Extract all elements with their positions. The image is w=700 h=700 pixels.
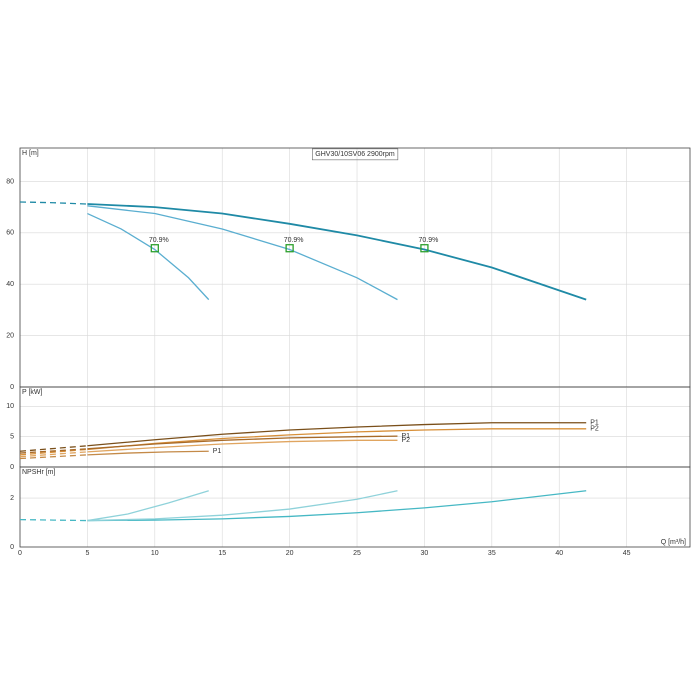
curve	[19, 448, 88, 454]
curve	[87, 450, 209, 456]
duty-point	[150, 244, 159, 253]
title-box	[312, 148, 399, 161]
x-tick-label: 10	[151, 550, 159, 557]
x-tick-label: 20	[286, 550, 294, 557]
curve	[87, 428, 587, 451]
y-tick-label: 80	[6, 178, 14, 185]
x-tick-label: 45	[623, 550, 631, 557]
x-tick-label: 40	[555, 550, 563, 557]
curve	[87, 422, 587, 447]
efficiency-label: 70.9%	[149, 237, 169, 244]
x-axis-label: Q [m³/h]	[661, 539, 686, 546]
plot-frame	[19, 466, 691, 548]
y-axis-label: NPSHr [m]	[22, 469, 56, 476]
curve	[87, 212, 210, 301]
y-tick-label: 10	[6, 403, 14, 410]
curve	[87, 205, 398, 301]
curve	[19, 445, 88, 452]
efficiency-label: 70.9%	[284, 237, 304, 244]
curve	[19, 201, 88, 205]
curve	[19, 454, 88, 460]
curve-label: P1	[401, 433, 410, 440]
duty-point	[420, 244, 429, 253]
plot-frame	[19, 147, 691, 388]
curve-label: P2	[590, 426, 599, 433]
x-tick-label: 0	[18, 550, 22, 557]
x-tick-label: 35	[488, 550, 496, 557]
curve	[19, 451, 88, 458]
curve	[87, 490, 587, 522]
y-tick-label: 2	[10, 495, 14, 502]
x-tick-label: 15	[218, 550, 226, 557]
y-tick-label: 40	[6, 281, 14, 288]
y-tick-label: 0	[10, 544, 14, 551]
curve	[87, 435, 398, 450]
curve	[87, 490, 209, 522]
duty-point	[285, 244, 294, 253]
y-tick-label: 5	[10, 434, 14, 441]
efficiency-label: 70.9%	[418, 237, 438, 244]
y-tick-label: 0	[10, 464, 14, 471]
curve	[87, 439, 398, 453]
curve-label: P1	[213, 448, 222, 455]
y-tick-label: 0	[10, 384, 14, 391]
curve-label: P2	[401, 437, 410, 444]
y-tick-label: 20	[6, 332, 14, 339]
y-axis-label: P [kW]	[22, 389, 43, 396]
chart-title: GHV30/10SV06 2900rpm	[315, 151, 395, 158]
x-tick-label: 25	[353, 550, 361, 557]
curve	[87, 203, 587, 301]
curve	[19, 448, 88, 456]
y-tick-label: 60	[6, 230, 14, 237]
curve	[19, 518, 88, 522]
curve	[87, 490, 398, 522]
y-axis-label: H [m]	[22, 150, 39, 157]
x-tick-label: 5	[85, 550, 89, 557]
curve-label: P1	[590, 420, 599, 427]
x-tick-label: 30	[421, 550, 429, 557]
